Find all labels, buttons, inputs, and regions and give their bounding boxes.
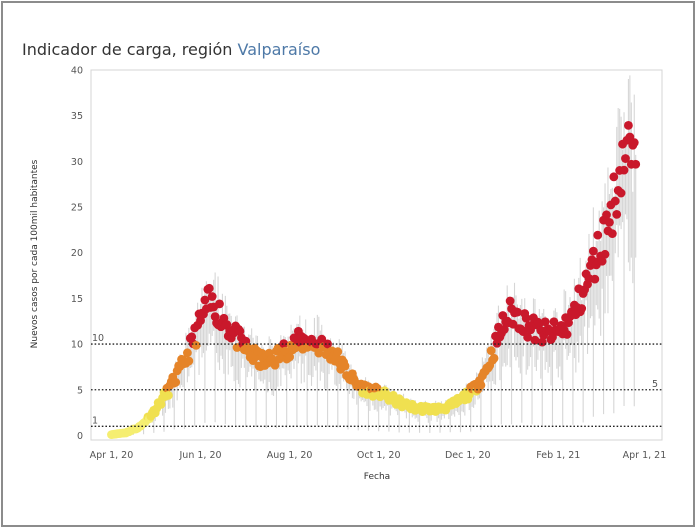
data-point (191, 340, 201, 350)
data-point (215, 299, 224, 309)
data-point (314, 348, 324, 358)
data-point (624, 120, 633, 130)
data-point (279, 339, 289, 348)
plot-area (90, 69, 663, 441)
data-point (605, 218, 614, 227)
data-point (619, 165, 629, 175)
data-point (537, 337, 547, 347)
x-tick-label: Dec 1, 20 (445, 450, 491, 461)
y-tick-label: 30 (71, 157, 83, 168)
data-point (200, 295, 210, 305)
data-point (548, 332, 557, 342)
data-point (204, 283, 214, 293)
data-point (372, 383, 382, 393)
data-point (540, 317, 550, 327)
reference-line-label: 1 (92, 415, 98, 426)
data-point (187, 332, 197, 342)
data-point (590, 274, 600, 284)
data-point (235, 326, 245, 336)
data-point (317, 334, 327, 344)
data-point (588, 246, 598, 256)
data-point (323, 339, 332, 349)
y-tick-label: 35 (71, 111, 83, 122)
data-point (600, 249, 610, 259)
x-tick-label: Feb 1, 21 (536, 450, 580, 461)
x-axis-label: Fecha (364, 472, 390, 482)
data-point (562, 330, 572, 339)
data-point (207, 292, 217, 301)
data-point (607, 229, 617, 239)
y-tick-label: 5 (77, 385, 83, 396)
y-tick-label: 20 (71, 248, 83, 259)
data-point (505, 296, 515, 306)
data-point (612, 209, 622, 219)
data-point (333, 347, 343, 357)
x-tick-label: Apr 1, 21 (623, 450, 667, 461)
reference-line-label: 5 (652, 379, 658, 390)
chart-title-prefix: Indicador de carga, región (22, 40, 233, 59)
chart-title-region: Valparaíso (237, 40, 321, 59)
chart-title: Indicador de carga, región Valparaíso (22, 40, 320, 59)
x-tick-label: Aug 1, 20 (267, 450, 313, 461)
data-point (499, 325, 509, 334)
data-point (285, 352, 295, 362)
data-point (609, 172, 619, 182)
data-point (171, 377, 181, 387)
reference-line-label: 10 (92, 333, 104, 344)
data-point (476, 380, 486, 390)
data-point (163, 390, 173, 400)
data-point (621, 154, 630, 163)
y-tick-label: 40 (71, 66, 83, 77)
y-tick-label: 25 (71, 203, 83, 214)
data-point (629, 138, 639, 147)
data-point (521, 313, 531, 323)
data-point (489, 353, 499, 363)
data-point (182, 348, 192, 358)
data-point (597, 256, 607, 266)
y-tick-label: 10 (71, 340, 83, 351)
data-point (577, 304, 587, 313)
x-tick-label: Oct 1, 20 (357, 450, 401, 461)
data-point (513, 307, 522, 317)
data-point (549, 317, 559, 327)
data-point (602, 210, 611, 220)
data-point (631, 159, 641, 169)
y-tick-label: 0 (77, 431, 83, 442)
x-tick-label: Apr 1, 20 (90, 450, 134, 461)
data-point (270, 360, 280, 370)
data-point (530, 335, 540, 345)
x-tick-label: Jun 1, 20 (179, 450, 222, 461)
data-point (616, 188, 626, 198)
y-axis-label: Nuevos casos por cada 100mil habitantes (30, 159, 40, 348)
data-point (593, 230, 603, 240)
data-point (184, 356, 194, 366)
y-tick-label: 15 (71, 294, 83, 305)
data-point (610, 196, 620, 206)
data-point (523, 332, 533, 342)
data-point (340, 361, 350, 371)
data-point (486, 346, 496, 355)
